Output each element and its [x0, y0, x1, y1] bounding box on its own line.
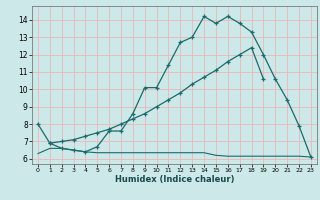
X-axis label: Humidex (Indice chaleur): Humidex (Indice chaleur) — [115, 175, 234, 184]
